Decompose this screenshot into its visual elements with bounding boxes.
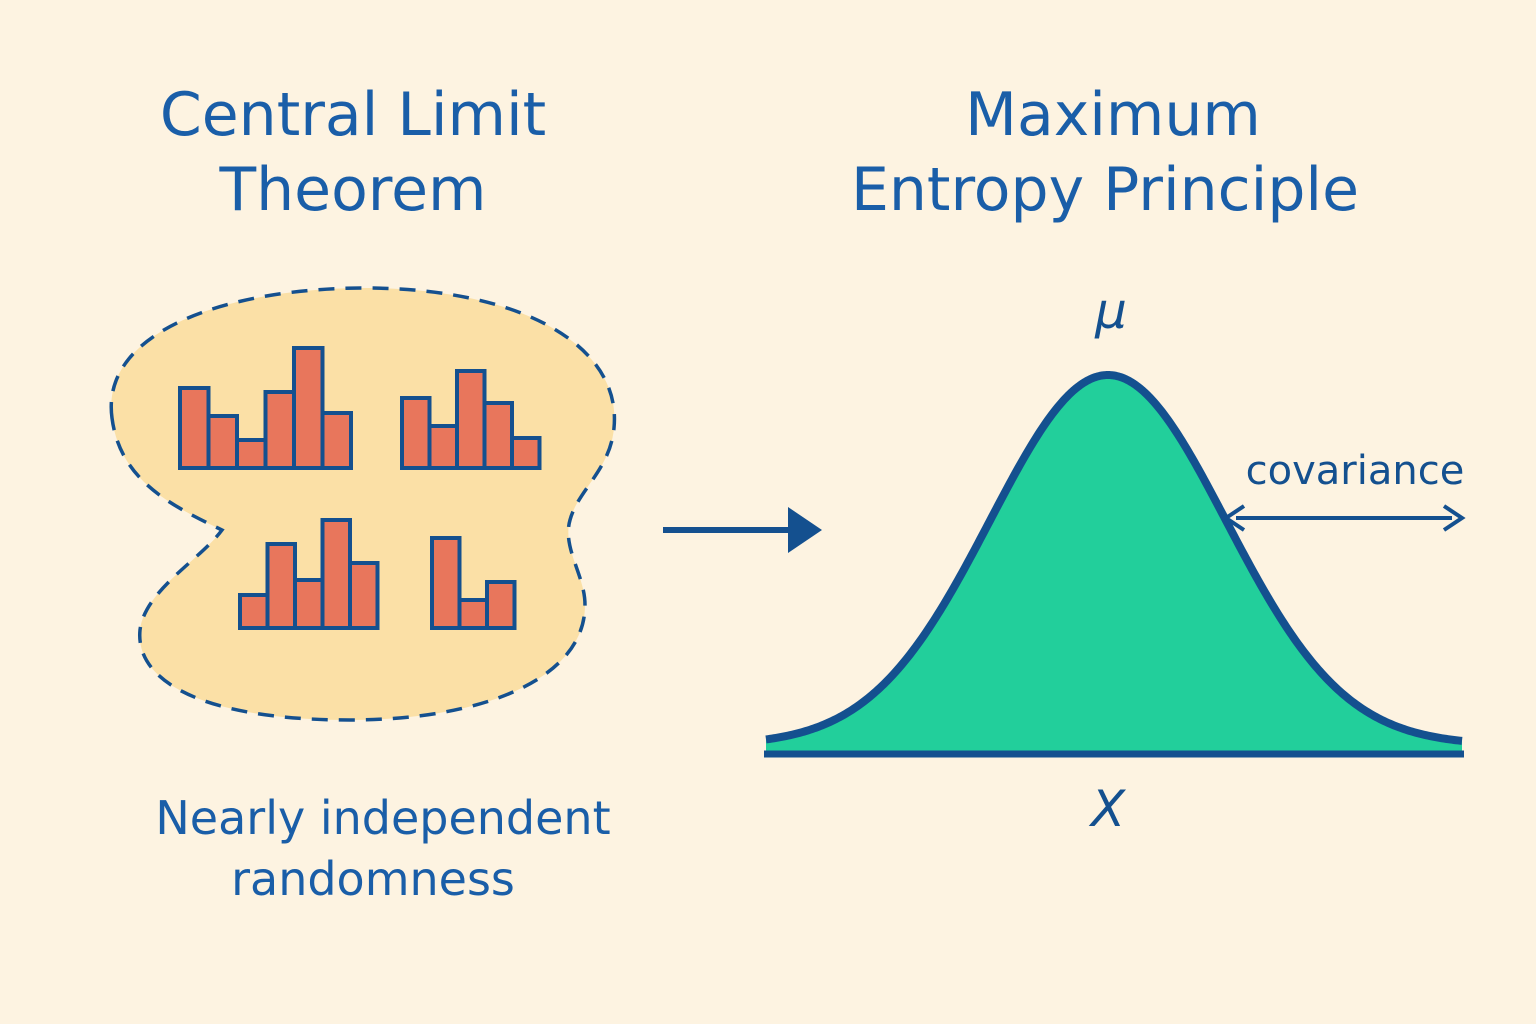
clt-title-line2: Theorem xyxy=(218,155,486,225)
histogram-1-bar xyxy=(320,411,353,470)
histogram-4-bar xyxy=(430,536,462,630)
histogram-3-bar xyxy=(320,518,352,630)
histogram-2-bar xyxy=(400,396,432,470)
mep-title-line2: Entropy Principle xyxy=(851,155,1359,225)
covariance-label: covariance xyxy=(1246,448,1465,494)
right-arrow-icon xyxy=(663,507,822,553)
histogram-1-bar xyxy=(292,346,325,470)
independent-sources-blob xyxy=(109,286,617,722)
histogram-2-bar xyxy=(455,369,487,470)
clt-caption-line1: Nearly independent xyxy=(155,791,610,845)
histogram-3-bar xyxy=(293,578,325,630)
histogram-3-bar xyxy=(238,593,270,630)
clt-caption-line2: randomness xyxy=(231,852,515,906)
x-axis-label: X xyxy=(1088,780,1127,838)
histogram-2-bar xyxy=(510,436,542,470)
histogram-4-bar xyxy=(485,580,517,630)
histogram-2-bar xyxy=(427,424,459,470)
clt-title-line1: Central Limit xyxy=(160,80,546,150)
histogram-2-bar xyxy=(482,401,514,470)
gaussian-curve-outline xyxy=(764,371,1464,745)
histogram-1-bar xyxy=(263,390,296,470)
histogram-1-bar xyxy=(235,438,268,470)
histogram-1-bar xyxy=(178,386,211,470)
mean-mu-label: μ xyxy=(1094,282,1127,340)
histogram-1-bar xyxy=(206,414,239,470)
histogram-3-bar xyxy=(265,542,297,630)
histogram-4-bar xyxy=(457,598,489,630)
mep-title-line1: Maximum xyxy=(965,80,1261,150)
histogram-3-bar xyxy=(348,561,380,630)
histograms-group xyxy=(178,346,542,630)
gaussian-curve-fill xyxy=(766,375,1462,754)
double-headed-arrow-icon xyxy=(1222,504,1466,532)
